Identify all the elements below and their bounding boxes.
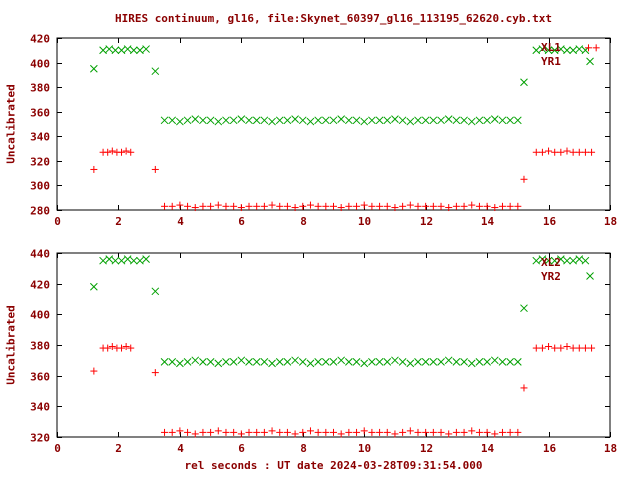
svg-text:380: 380 xyxy=(30,82,50,95)
svg-text:16: 16 xyxy=(543,215,557,228)
svg-text:10: 10 xyxy=(358,215,371,228)
legend-label-yr1: YR1 xyxy=(541,55,561,68)
svg-text:320: 320 xyxy=(30,156,50,169)
svg-text:380: 380 xyxy=(30,340,50,353)
svg-text:2: 2 xyxy=(115,442,122,455)
svg-text:12: 12 xyxy=(420,215,433,228)
svg-text:360: 360 xyxy=(30,371,50,384)
svg-text:400: 400 xyxy=(30,309,50,322)
svg-text:6: 6 xyxy=(238,442,245,455)
svg-text:340: 340 xyxy=(30,131,50,144)
chart-title: HIRES continuum, gl16, file:Skynet_60397… xyxy=(114,12,553,25)
svg-text:8: 8 xyxy=(300,215,307,228)
svg-text:8: 8 xyxy=(300,442,307,455)
svg-text:10: 10 xyxy=(358,442,371,455)
svg-text:440: 440 xyxy=(30,248,50,261)
svg-text:0: 0 xyxy=(54,215,61,228)
legend-label-xl1: XL1 xyxy=(541,41,561,54)
svg-text:2: 2 xyxy=(115,215,122,228)
legend-label-yr2: YR2 xyxy=(541,270,561,283)
svg-text:14: 14 xyxy=(481,215,495,228)
svg-text:300: 300 xyxy=(30,180,50,193)
svg-text:420: 420 xyxy=(30,33,50,46)
svg-text:6: 6 xyxy=(238,215,245,228)
svg-text:420: 420 xyxy=(30,279,50,292)
svg-text:400: 400 xyxy=(30,58,50,71)
svg-text:18: 18 xyxy=(604,215,617,228)
svg-text:12: 12 xyxy=(420,442,433,455)
svg-text:14: 14 xyxy=(481,442,495,455)
svg-text:16: 16 xyxy=(543,442,557,455)
svg-text:0: 0 xyxy=(54,442,61,455)
svg-text:4: 4 xyxy=(177,215,184,228)
svg-text:320: 320 xyxy=(30,432,50,445)
svg-text:280: 280 xyxy=(30,205,50,218)
svg-text:18: 18 xyxy=(604,442,617,455)
svg-text:340: 340 xyxy=(30,401,50,414)
svg-text:360: 360 xyxy=(30,107,50,120)
x-axis-label: rel seconds : UT date 2024-03-28T09:31:5… xyxy=(184,459,483,472)
svg-text:4: 4 xyxy=(177,442,184,455)
legend-label-xl2: XL2 xyxy=(541,256,561,269)
